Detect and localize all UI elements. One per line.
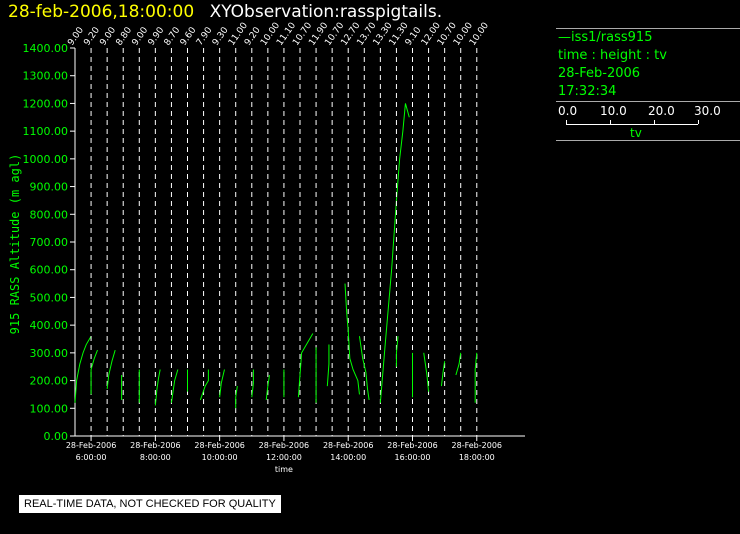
legend-divider	[556, 28, 740, 29]
x-tick-label-date: 28-Feb-2006	[387, 441, 437, 450]
legend-scale: 0.0 10.0 20.0 30.0 tv	[556, 104, 740, 140]
scale-tick	[566, 120, 567, 124]
y-tick-label: 1100.00	[23, 125, 69, 138]
scale-tick	[698, 120, 699, 124]
profile-line	[199, 369, 209, 401]
profile-line	[219, 369, 225, 398]
y-tick-label: 1400.00	[23, 42, 69, 55]
y-tick-label: 1300.00	[23, 70, 69, 83]
x-tick-label-date: 28-Feb-2006	[66, 441, 116, 450]
scale-bar	[566, 124, 698, 125]
legend-divider	[556, 101, 740, 102]
scale-tick	[610, 120, 611, 124]
profile-line	[440, 361, 446, 387]
profile-line	[74, 335, 92, 403]
title-datetime: 28-feb-2006,18:00:00	[8, 2, 195, 22]
y-axis-label: 915 RASS Altitude (m agl)	[8, 154, 22, 335]
page-title: 28-feb-2006,18:00:00 XYObservation:rassp…	[8, 2, 442, 22]
y-tick-label: 700.00	[30, 236, 69, 249]
profile-line	[106, 349, 116, 389]
profile-line	[297, 333, 314, 398]
x-tick-label-date: 28-Feb-2006	[130, 441, 180, 450]
y-tick-label: 1200.00	[23, 97, 69, 110]
profile-line	[358, 336, 370, 401]
x-tick-label-time: 8:00:00	[140, 453, 171, 462]
y-tick-label: 400.00	[30, 319, 69, 332]
profile-line	[474, 352, 478, 403]
legend: —iss1/rass915 time : height : tv 28-Feb-…	[556, 28, 740, 141]
y-tick-label: 1000.00	[23, 153, 69, 166]
legend-mapping: time : height : tv	[558, 48, 667, 63]
x-tick-label-date: 28-Feb-2006	[259, 441, 309, 450]
x-axis-label: time	[275, 465, 293, 474]
x-tick-label-date: 28-Feb-2006	[323, 441, 373, 450]
profile-line	[379, 103, 410, 403]
legend-divider	[556, 140, 740, 141]
y-tick-label: 600.00	[30, 264, 69, 277]
scale-label: 0.0	[558, 104, 578, 118]
profile-label: 8.80	[114, 25, 134, 47]
profile-line	[326, 344, 330, 387]
profile-label: 9.00	[98, 25, 118, 47]
y-tick-label: 900.00	[30, 181, 69, 194]
y-tick-label: 100.00	[30, 402, 69, 415]
profile-line	[395, 336, 399, 367]
x-tick-label-date: 28-Feb-2006	[194, 441, 244, 450]
y-tick-label: 500.00	[30, 291, 69, 304]
profile-label: 9.60	[179, 25, 199, 47]
title-observation: XYObservation:rasspigtails.	[209, 2, 443, 22]
y-tick-label: 800.00	[30, 208, 69, 221]
scale-label: 20.0	[648, 104, 675, 118]
profile-line	[235, 386, 238, 409]
legend-series: —iss1/rass915	[558, 30, 653, 45]
scale-label: 10.0	[600, 104, 627, 118]
scale-label: 30.0	[694, 104, 721, 118]
scale-tick	[654, 120, 655, 124]
scale-variable: tv	[630, 126, 642, 140]
profile-label: 9.90	[147, 25, 167, 47]
quality-warning: REAL-TIME DATA, NOT CHECKED FOR QUALITY	[19, 495, 281, 513]
x-tick-label-time: 18:00:00	[459, 453, 495, 462]
x-tick-label-date: 28-Feb-2006	[452, 441, 502, 450]
profile-label: 9.00	[66, 25, 86, 47]
profile-line	[344, 283, 360, 395]
profile-line	[265, 374, 270, 401]
y-tick-label: 200.00	[30, 375, 69, 388]
profile-label: 9.00	[131, 25, 151, 47]
legend-time: 17:32:34	[558, 84, 617, 99]
profile-label: 8.70	[163, 25, 183, 47]
profile-label: 9.20	[82, 25, 102, 47]
x-tick-label-time: 12:00:00	[266, 453, 302, 462]
y-tick-label: 0.00	[44, 430, 69, 443]
x-tick-label-time: 16:00:00	[395, 453, 431, 462]
profile-line	[423, 352, 430, 392]
legend-date: 28-Feb-2006	[558, 66, 641, 81]
profile-line	[251, 369, 254, 398]
y-tick-label: 300.00	[30, 347, 69, 360]
x-tick-label-time: 6:00:00	[76, 453, 107, 462]
profile-label: 7.90	[195, 25, 215, 47]
profile-line	[455, 352, 462, 376]
profile-label: 9.30	[211, 25, 231, 47]
profile-line	[170, 369, 179, 403]
x-tick-label-time: 14:00:00	[330, 453, 366, 462]
x-tick-label-time: 10:00:00	[202, 453, 238, 462]
profile-line	[90, 349, 98, 395]
profile-line	[154, 369, 161, 406]
